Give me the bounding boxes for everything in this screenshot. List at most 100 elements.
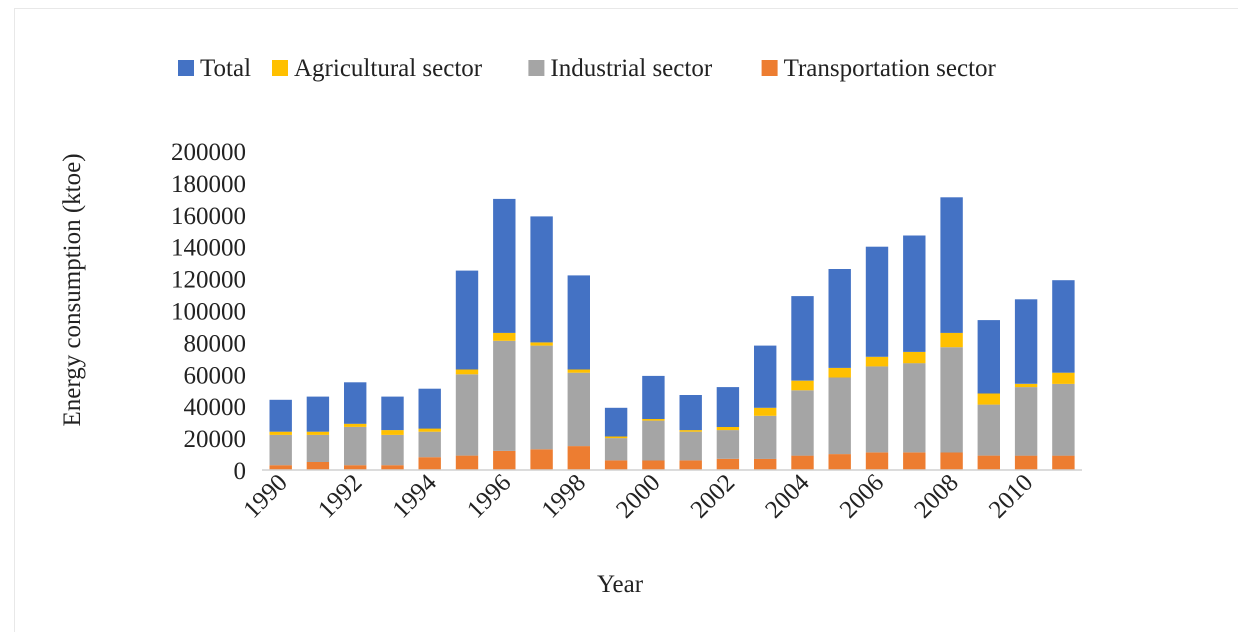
bar-segment-transportation-sector-1992 xyxy=(344,465,367,470)
bar-segment-transportation-sector-2011 xyxy=(1052,455,1075,470)
bar-segment-transportation-sector-2007 xyxy=(903,452,926,470)
y-tick-label: 120000 xyxy=(171,267,246,294)
x-axis-ticks: 1990 1992 1994 1996 1998 2000 2002 2004 2006 2008… xyxy=(238,469,1038,524)
bar-segment-transportation-sector-1993 xyxy=(381,465,404,470)
bar-segment-total-1998 xyxy=(567,275,590,370)
bar-segment-agricultural-sector-2010 xyxy=(1014,383,1038,388)
bar-segment-industrial-sector-1998 xyxy=(567,372,590,447)
y-tick-label: 20000 xyxy=(184,426,247,453)
bar-segment-industrial-sector-2009 xyxy=(977,404,1000,456)
bar-segment-transportation-sector-2005 xyxy=(828,454,851,470)
bar-segment-total-1995 xyxy=(455,270,479,370)
bar-segment-transportation-sector-1990 xyxy=(269,465,292,470)
bar-segment-transportation-sector-2000 xyxy=(642,460,665,470)
bar-segment-agricultural-sector-2011 xyxy=(1052,372,1075,384)
x-tick-label: 2000 xyxy=(611,469,665,523)
bar-segment-total-2005 xyxy=(828,269,851,368)
bar-segment-agricultural-sector-1998 xyxy=(567,369,590,373)
chart-frame xyxy=(14,8,1238,632)
bar-segment-total-1992 xyxy=(344,382,367,424)
x-tick-label: 1994 xyxy=(388,469,443,524)
bar-segment-total-1993 xyxy=(381,396,404,431)
bar-segment-agricultural-sector-1996 xyxy=(493,332,516,341)
bar-segment-agricultural-sector-2001 xyxy=(679,430,702,432)
bar-segment-transportation-sector-1995 xyxy=(455,455,479,470)
legend-swatch-transportation-sector xyxy=(761,60,778,76)
bar-segment-industrial-sector-1992 xyxy=(344,426,367,466)
bar-segment-industrial-sector-2006 xyxy=(865,366,889,453)
x-tick-label: 1992 xyxy=(313,469,367,523)
bar-segment-transportation-sector-2003 xyxy=(754,458,777,470)
y-tick-label: 60000 xyxy=(184,362,247,389)
bar-segment-total-2002 xyxy=(716,387,740,427)
bar-segment-total-2011 xyxy=(1052,280,1075,373)
bar-segment-total-2001 xyxy=(679,395,702,431)
bar-segment-agricultural-sector-2005 xyxy=(828,367,851,378)
bar-segment-industrial-sector-2002 xyxy=(716,430,740,459)
bar-segment-transportation-sector-2004 xyxy=(791,455,814,470)
bar-segment-agricultural-sector-1994 xyxy=(418,428,441,432)
bar-segment-agricultural-sector-2009 xyxy=(977,393,1000,405)
legend-label-industrial-sector: Industrial sector xyxy=(550,55,712,82)
bar-segment-agricultural-sector-2000 xyxy=(642,419,665,421)
bar-segment-transportation-sector-2008 xyxy=(940,452,963,470)
bar-segment-total-2006 xyxy=(865,246,889,357)
x-tick-label: 1998 xyxy=(537,469,591,523)
bar-segment-industrial-sector-2004 xyxy=(791,390,814,456)
bar-segment-total-1996 xyxy=(493,198,516,333)
bar-segment-transportation-sector-2001 xyxy=(679,460,702,470)
bar-segment-industrial-sector-2003 xyxy=(754,415,777,459)
bar-segment-agricultural-sector-1991 xyxy=(306,431,330,435)
bar-segment-industrial-sector-1991 xyxy=(306,434,330,462)
bar-segment-total-2003 xyxy=(754,345,777,408)
legend: Total Agricultural sector Industrial secto… xyxy=(178,55,997,82)
y-tick-label: 40000 xyxy=(184,394,247,421)
bar-segment-agricultural-sector-1993 xyxy=(381,430,404,435)
bar-segment-industrial-sector-2008 xyxy=(940,347,963,453)
x-tick-label: 1996 xyxy=(462,469,516,523)
bar-segment-industrial-sector-2001 xyxy=(679,431,702,461)
y-axis-ticks: 0 20000 40000 60000 80000 100000 120000 140000 1… xyxy=(171,139,246,485)
bar-segment-transportation-sector-2006 xyxy=(865,452,889,470)
bar-segment-industrial-sector-1990 xyxy=(269,434,292,466)
y-tick-label: 100000 xyxy=(171,299,246,326)
bar-segment-agricultural-sector-1999 xyxy=(604,436,628,439)
bar-segment-industrial-sector-2011 xyxy=(1052,383,1075,456)
legend-swatch-total xyxy=(178,60,194,76)
bars xyxy=(269,197,1075,470)
bar-segment-total-1991 xyxy=(306,396,330,432)
bar-segment-industrial-sector-1996 xyxy=(493,340,516,451)
bar-segment-industrial-sector-2007 xyxy=(903,363,926,453)
bar-segment-industrial-sector-1994 xyxy=(418,431,441,458)
bar-segment-transportation-sector-2010 xyxy=(1014,455,1038,470)
bar-segment-transportation-sector-1997 xyxy=(530,449,553,470)
bar-segment-agricultural-sector-1990 xyxy=(269,431,292,435)
bar-segment-transportation-sector-1994 xyxy=(418,457,441,470)
bar-segment-industrial-sector-2005 xyxy=(828,377,851,455)
bar-segment-industrial-sector-1993 xyxy=(381,434,404,466)
bar-segment-industrial-sector-1995 xyxy=(455,374,479,456)
legend-label-transportation-sector: Transportation sector xyxy=(784,55,997,82)
y-tick-label: 160000 xyxy=(171,203,246,230)
y-tick-label: 140000 xyxy=(171,235,246,262)
bar-segment-total-1999 xyxy=(604,407,628,437)
x-tick-label: 2002 xyxy=(686,469,740,523)
bar-segment-transportation-sector-2002 xyxy=(716,458,740,470)
x-axis-title: Year xyxy=(597,571,644,598)
bar-segment-total-2004 xyxy=(791,296,814,381)
legend-label-total: Total xyxy=(200,55,251,82)
y-tick-label: 200000 xyxy=(171,139,246,166)
bar-segment-agricultural-sector-2006 xyxy=(865,356,889,367)
x-tick-label: 2010 xyxy=(984,469,1038,523)
bar-segment-industrial-sector-1999 xyxy=(604,438,628,461)
bar-segment-transportation-sector-2009 xyxy=(977,455,1000,470)
x-tick-label: 2008 xyxy=(909,469,963,523)
y-tick-label: 80000 xyxy=(184,330,247,357)
bar-segment-total-2000 xyxy=(642,375,665,419)
bar-segment-total-2008 xyxy=(940,197,963,333)
x-tick-label: 1990 xyxy=(238,469,292,523)
bar-segment-agricultural-sector-1997 xyxy=(530,342,553,346)
y-axis-title: Energy consumption (ktoe) xyxy=(59,153,86,426)
bar-segment-transportation-sector-1996 xyxy=(493,450,516,470)
